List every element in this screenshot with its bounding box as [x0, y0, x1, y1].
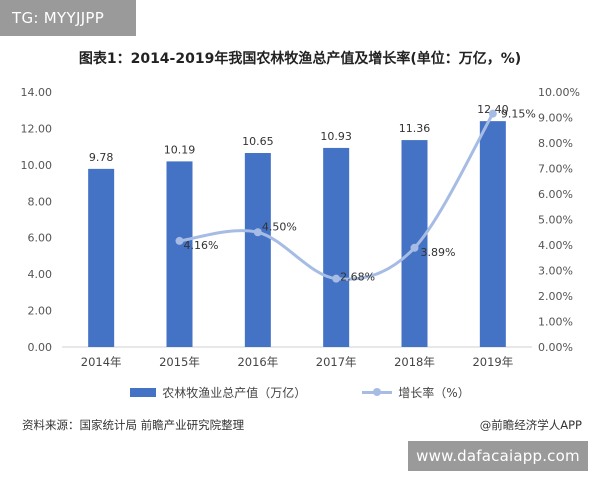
legend-label-line: 增长率（%） [398, 385, 470, 400]
x-tick-label: 2014年 [81, 355, 122, 369]
bar-data-label: 10.19 [164, 143, 196, 156]
overlay-tag: TG: MYYJJPP [0, 0, 136, 36]
y-left-tick-label: 6.00 [28, 232, 53, 245]
line-data-label: 3.89% [421, 246, 456, 259]
y-right-tick-label: 7.00% [538, 163, 573, 176]
legend-swatch-bar [130, 387, 157, 397]
y-left-tick-label: 12.00 [21, 122, 53, 135]
y-right-tick-label: 2.00% [538, 290, 573, 303]
legend-item-line: 增长率（%） [362, 384, 470, 401]
line-point [332, 274, 341, 283]
line-data-label: 2.68% [340, 271, 375, 284]
legend-item-bar: 农林牧渔业总产值（万亿） [130, 384, 306, 401]
line-point [410, 243, 419, 252]
line-data-label: 4.50% [262, 220, 297, 233]
bar [166, 161, 193, 347]
x-tick-label: 2018年 [394, 355, 435, 369]
y-right-tick-label: 1.00% [538, 316, 573, 329]
bar-data-label: 12.40 [477, 103, 509, 116]
line-point [488, 109, 497, 118]
y-left-tick-label: 14.00 [21, 86, 53, 99]
y-right-tick-label: 10.00% [538, 86, 580, 99]
line-data-label: 4.16% [184, 239, 219, 252]
y-left-tick-label: 8.00 [28, 195, 53, 208]
chart-title: 图表1：2014-2019年我国农林牧渔总产值及增长率(单位：万亿，%) [78, 51, 522, 67]
bar [88, 168, 115, 347]
bar-data-label: 10.65 [242, 135, 274, 148]
watermark-url: www.dafacaiapp.com [408, 441, 588, 471]
line-data-label: 9.15% [501, 108, 536, 121]
bar-data-label: 10.93 [320, 130, 352, 143]
x-tick-label: 2017年 [316, 355, 357, 369]
y-right-tick-label: 3.00% [538, 265, 573, 278]
bar-data-label: 11.36 [399, 122, 431, 135]
source-note: 资料来源：国家统计局 前瞻产业研究院整理 [22, 418, 245, 432]
y-left-tick-label: 0.00 [28, 341, 53, 354]
line-point [175, 236, 184, 245]
y-right-tick-label: 6.00% [538, 188, 573, 201]
x-tick-label: 2019年 [472, 355, 513, 369]
chart-legend: 农林牧渔业总产值（万亿） 增长率（%） [0, 382, 600, 402]
y-right-tick-label: 9.00% [538, 112, 573, 125]
y-right-tick-label: 8.00% [538, 137, 573, 150]
legend-label-bar: 农林牧渔业总产值（万亿） [162, 385, 307, 400]
y-left-tick-label: 4.00 [28, 268, 53, 281]
credit-note: @前瞻经济学人APP [479, 418, 582, 432]
bar-data-label: 9.78 [89, 151, 114, 164]
bar [479, 121, 506, 348]
y-right-tick-label: 4.00% [538, 239, 573, 252]
y-right-tick-label: 0.00% [538, 341, 573, 354]
line-point [253, 228, 262, 237]
x-tick-label: 2016年 [237, 355, 278, 369]
x-tick-label: 2015年 [159, 355, 200, 369]
bar [401, 140, 428, 347]
bar [323, 147, 350, 347]
legend-swatch-line [362, 386, 393, 398]
y-left-tick-label: 2.00 [28, 305, 53, 318]
y-left-tick-label: 10.00 [21, 159, 53, 172]
y-right-tick-label: 5.00% [538, 214, 573, 227]
bar [244, 153, 271, 347]
